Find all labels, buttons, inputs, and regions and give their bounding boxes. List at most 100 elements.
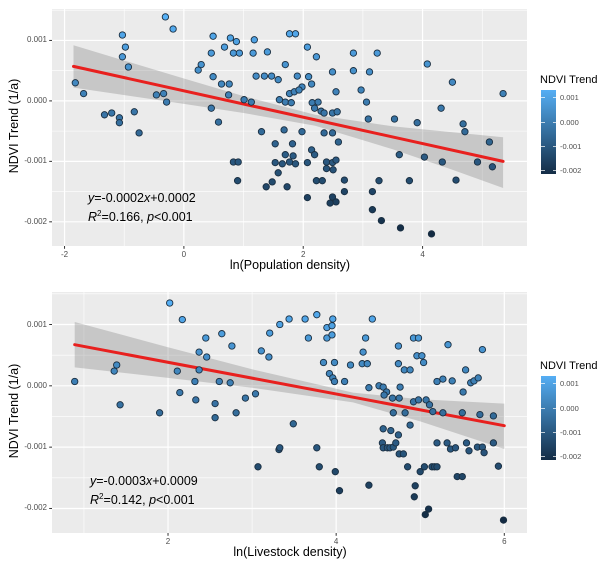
data-point [232, 409, 240, 417]
data-point [396, 383, 404, 391]
data-point [283, 183, 291, 191]
legend-tick-notch [541, 455, 545, 457]
data-point [251, 390, 260, 398]
data-point [197, 60, 205, 69]
data-point [414, 334, 423, 342]
data-point [459, 120, 467, 128]
data-point [319, 358, 328, 367]
regression-annotation-livestock: y=-0.0003x+0.0009 R2=0.142, p<0.001 [90, 474, 198, 508]
data-point [346, 361, 355, 369]
data-point [178, 315, 186, 324]
y-tick-label: 0.000 [26, 380, 47, 390]
data-point [313, 444, 321, 452]
data-point [191, 377, 199, 386]
legend-tick-label: -0.002 [560, 451, 582, 461]
data-point [340, 176, 349, 184]
data-point [320, 109, 328, 117]
data-point [443, 439, 451, 447]
legend-tick-label: 0.001 [560, 93, 579, 103]
data-point [414, 396, 423, 404]
data-point [396, 224, 405, 232]
data-point [322, 164, 331, 173]
data-point [429, 407, 437, 416]
legend-tick-notch [541, 383, 545, 385]
y-tick-label: -0.001 [24, 442, 47, 452]
data-point [473, 158, 482, 166]
data-point [318, 177, 326, 185]
data-point [392, 439, 400, 447]
data-point [332, 198, 340, 206]
data-point [439, 409, 447, 417]
legend-tick-notch [541, 97, 545, 99]
data-point [192, 396, 200, 404]
data-point [320, 129, 328, 137]
data-point [307, 80, 316, 88]
data-point [499, 89, 507, 98]
data-point [420, 153, 429, 161]
legend-tick-label: -0.001 [560, 141, 582, 151]
data-point [288, 140, 297, 148]
data-point [135, 129, 143, 137]
legend-title-top: NDVI Trend [540, 74, 598, 86]
data-point [161, 13, 170, 21]
legend-tick-notch [541, 145, 545, 147]
data-point [217, 80, 226, 88]
data-point [340, 187, 349, 196]
data-point [79, 89, 88, 98]
data-point [329, 315, 337, 323]
data-point [410, 493, 418, 501]
y-axis-label-top: NDVI Trend (1/a) [7, 78, 21, 174]
legend-colorbar-top [541, 90, 556, 174]
legend-tick-label: -0.001 [560, 427, 582, 437]
data-point [340, 377, 349, 386]
scatter-plot-population [49, 9, 527, 249]
data-point [458, 472, 466, 481]
y-tick-label: -0.002 [24, 503, 47, 513]
data-point [368, 315, 376, 323]
data-point [322, 158, 331, 166]
data-point [485, 138, 494, 146]
data-point [152, 91, 161, 99]
data-point [287, 99, 295, 107]
data-point [488, 163, 497, 171]
data-point [214, 118, 223, 126]
regression-line [72, 64, 505, 163]
data-point [365, 68, 374, 76]
x-tick-label: 0 [181, 250, 187, 259]
data-point [298, 128, 306, 136]
data-point [121, 43, 130, 51]
legend-tick-notch [552, 145, 556, 147]
data-point [100, 111, 109, 119]
data-point [276, 320, 284, 329]
data-point [405, 177, 414, 185]
data-point [254, 463, 262, 471]
legend-tick-label: 0.001 [560, 379, 579, 389]
data-point [328, 193, 337, 201]
data-point [224, 91, 233, 99]
data-point [461, 128, 469, 136]
data-point [220, 43, 229, 51]
data-point [240, 96, 248, 104]
data-point [303, 193, 312, 202]
data-point [427, 230, 436, 238]
data-point [291, 30, 300, 38]
data-point [365, 481, 373, 489]
y-axis-label-bottom: NDVI Trend (1/a) [7, 363, 21, 459]
data-point [315, 463, 323, 471]
data-point [399, 450, 408, 458]
data-point [359, 348, 367, 356]
data-point [267, 72, 276, 80]
data-point [169, 25, 177, 33]
data-point [365, 384, 373, 392]
legend-title-bottom: NDVI Trend [540, 360, 598, 372]
data-point [155, 409, 164, 417]
data-point [281, 60, 289, 69]
legend-tick-notch [552, 455, 556, 457]
data-point [271, 140, 279, 148]
data-point [266, 329, 274, 337]
x-axis-label-livestock: ln(Livestock density) [233, 545, 347, 559]
data-point [304, 334, 313, 342]
data-point [211, 414, 219, 422]
data-point [438, 158, 446, 166]
data-point [433, 463, 441, 471]
